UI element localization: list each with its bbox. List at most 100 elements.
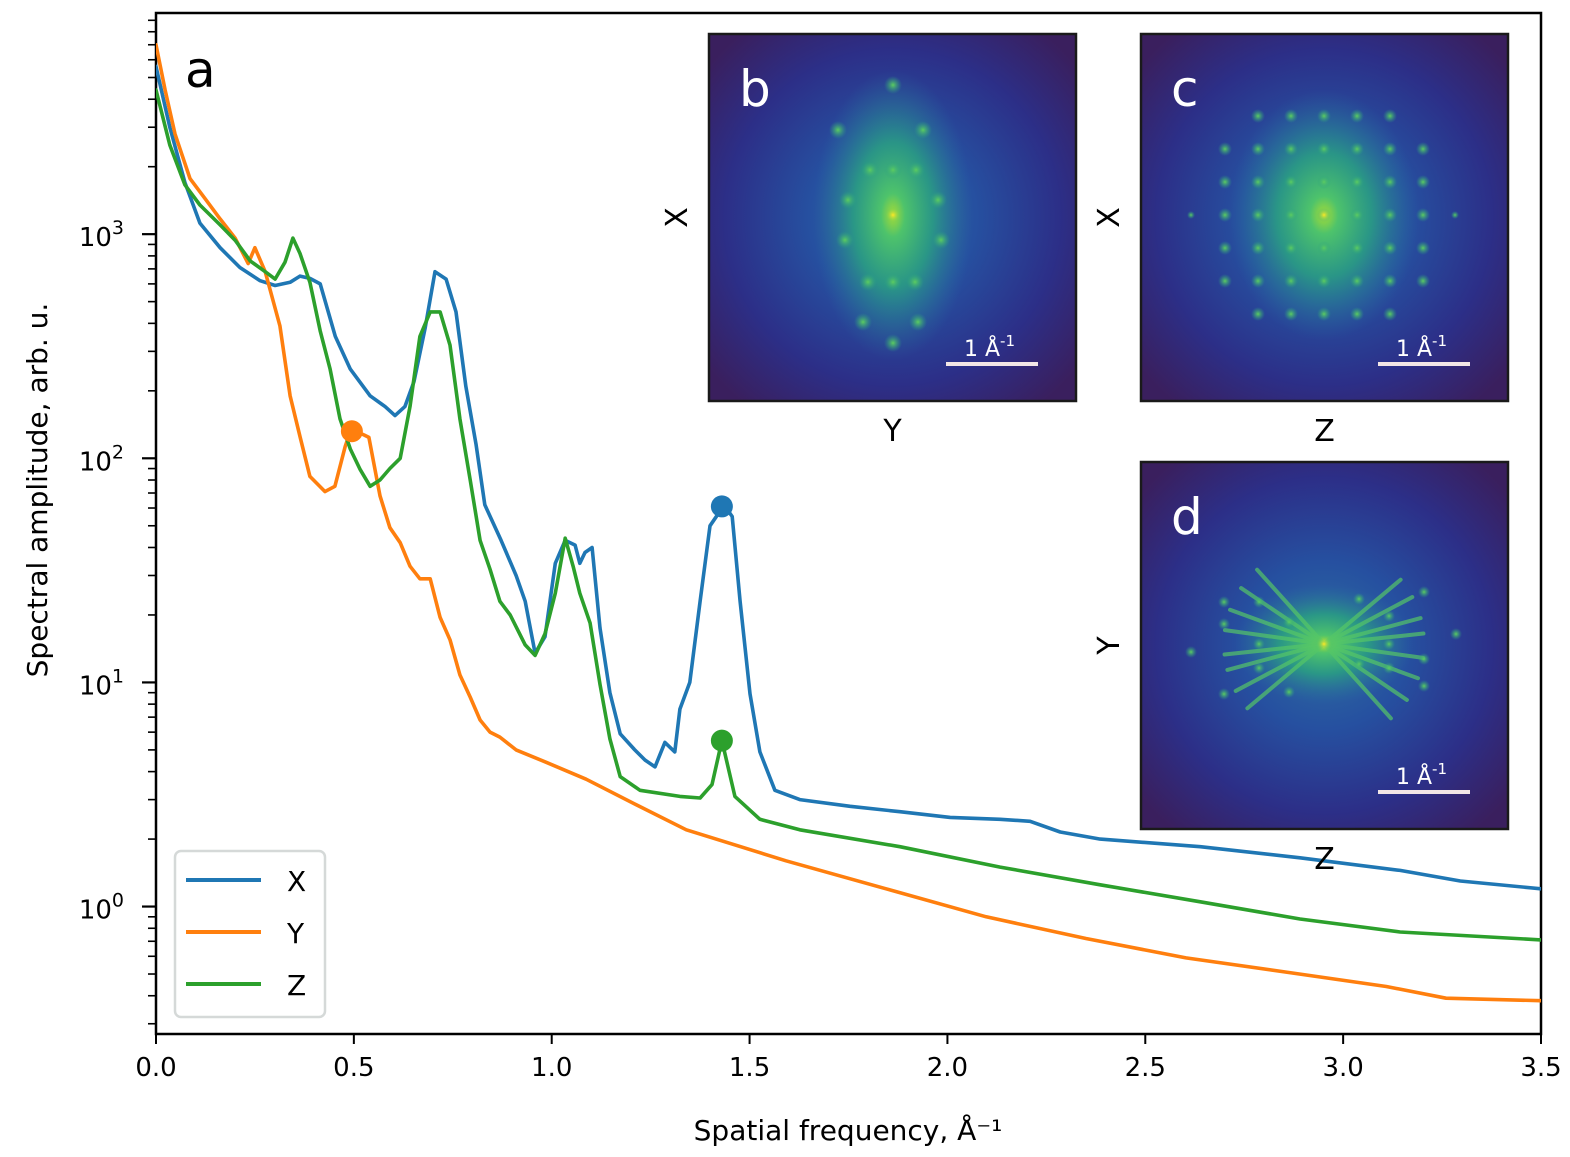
series-line-y	[156, 43, 1541, 1003]
diffraction-spot	[1251, 109, 1265, 123]
diffraction-spot	[932, 231, 950, 249]
peak-marker-x	[710, 495, 733, 518]
diffraction-spot	[1383, 142, 1397, 156]
diffraction-spot	[1251, 142, 1265, 156]
x-tick-label: 3.5	[1520, 1053, 1561, 1083]
diffraction-spot	[1284, 175, 1298, 189]
panel-label-a: a	[185, 41, 216, 99]
diffraction-spot	[1284, 142, 1298, 156]
diffraction-spot	[907, 161, 925, 179]
diffraction-spot	[1317, 109, 1331, 123]
diffraction-spot	[1416, 208, 1430, 222]
diffraction-spot	[1350, 274, 1364, 288]
y-ticks: 100 101 102 103	[79, 19, 156, 1025]
diffraction-spot	[1418, 586, 1430, 598]
diffraction-spot	[1350, 109, 1364, 123]
diffraction-spot	[1253, 638, 1265, 650]
diffraction-spot	[1353, 658, 1365, 670]
diffraction-spot	[1185, 646, 1197, 658]
panel-label-d: d	[1171, 488, 1203, 546]
diffraction-spot	[1383, 662, 1395, 674]
inset-x-label: Z	[1314, 842, 1335, 877]
inset-c: c1 Å-1ZX	[1092, 32, 1510, 449]
diffraction-spot	[1251, 274, 1265, 288]
diffraction-spot	[1317, 274, 1331, 288]
diffraction-spot	[1383, 638, 1395, 650]
diffraction-spot	[839, 191, 857, 209]
inset-frame	[707, 32, 1078, 403]
y-tick-label: 103	[79, 217, 124, 253]
legend-label-x: X	[287, 865, 306, 898]
inset-x-label: Z	[1314, 414, 1335, 449]
diffraction-spot	[1317, 142, 1331, 156]
diffraction-spot	[1284, 208, 1298, 222]
y-tick-label: 100	[79, 890, 124, 926]
diffraction-spot	[1251, 208, 1265, 222]
y-tick-label: 101	[79, 665, 124, 701]
diffraction-spot	[836, 231, 854, 249]
diffraction-spot	[1416, 274, 1430, 288]
legend-label-z: Z	[287, 969, 306, 1002]
diffraction-spot	[1251, 175, 1265, 189]
diffraction-center	[1316, 207, 1332, 223]
x-tick-label: 2.0	[927, 1053, 968, 1083]
diffraction-spot	[906, 273, 924, 291]
diffraction-spot	[859, 273, 877, 291]
diffraction-spot	[929, 191, 947, 209]
diffraction-spot	[1416, 142, 1430, 156]
diffraction-spot	[1218, 596, 1230, 608]
x-tick-label: 2.5	[1125, 1053, 1166, 1083]
series-line-x	[156, 64, 1541, 891]
diffraction-spot	[884, 76, 902, 94]
y-tick-label: 102	[79, 441, 124, 477]
diffraction-spot	[1350, 208, 1364, 222]
diffraction-spot	[884, 334, 902, 352]
diffraction-spot	[1416, 241, 1430, 255]
legend: XYZ	[173, 849, 327, 1019]
diffraction-spot	[1187, 211, 1195, 219]
diffraction-spot	[1451, 211, 1459, 219]
diffraction-spot	[1350, 241, 1364, 255]
diffraction-spot	[884, 273, 902, 291]
diffraction-center	[885, 207, 901, 223]
x-tick-label: 1.5	[729, 1053, 770, 1083]
diffraction-spot	[1350, 175, 1364, 189]
diffraction-spot	[909, 313, 927, 331]
peak-markers	[340, 420, 733, 752]
legend-label-y: Y	[286, 917, 305, 950]
series-line-z	[156, 88, 1541, 942]
inset-y-label: Y	[1092, 636, 1127, 656]
diffraction-spot	[1251, 307, 1265, 321]
x-tick-label: 0.0	[135, 1053, 176, 1083]
diffraction-spot	[1383, 208, 1397, 222]
diffraction-spot	[1416, 175, 1430, 189]
plot-frame	[154, 11, 1543, 1036]
diffraction-spot	[1253, 596, 1265, 608]
diffraction-spot	[1218, 208, 1232, 222]
diffraction-spot	[1317, 175, 1331, 189]
diffraction-spot	[1383, 241, 1397, 255]
diffraction-spot	[1218, 274, 1232, 288]
diffraction-spot	[1218, 142, 1232, 156]
diffraction-spot	[1383, 610, 1395, 622]
diffraction-spot	[1284, 307, 1298, 321]
panel-label-c: c	[1171, 60, 1199, 118]
diffraction-spot	[1283, 616, 1295, 628]
inset-x-label: Y	[882, 414, 902, 449]
diffraction-spot	[884, 161, 902, 179]
inset-frame	[1139, 460, 1510, 831]
inset-frame	[1139, 32, 1510, 403]
diffraction-spot	[1350, 142, 1364, 156]
diffraction-spot	[1283, 686, 1295, 698]
diffraction-spot	[1253, 662, 1265, 674]
diffraction-spot	[914, 121, 932, 139]
main-axes	[154, 11, 1543, 1036]
x-ticks: 0.0 0.5 1.0 1.5 2.0 2.5 3.0 3.5	[135, 1034, 1562, 1083]
diffraction-spot	[1218, 175, 1232, 189]
diffraction-spot	[1450, 628, 1462, 640]
diffraction-spot	[829, 121, 847, 139]
inset-y-label: X	[660, 207, 695, 228]
diffraction-spot	[1284, 109, 1298, 123]
